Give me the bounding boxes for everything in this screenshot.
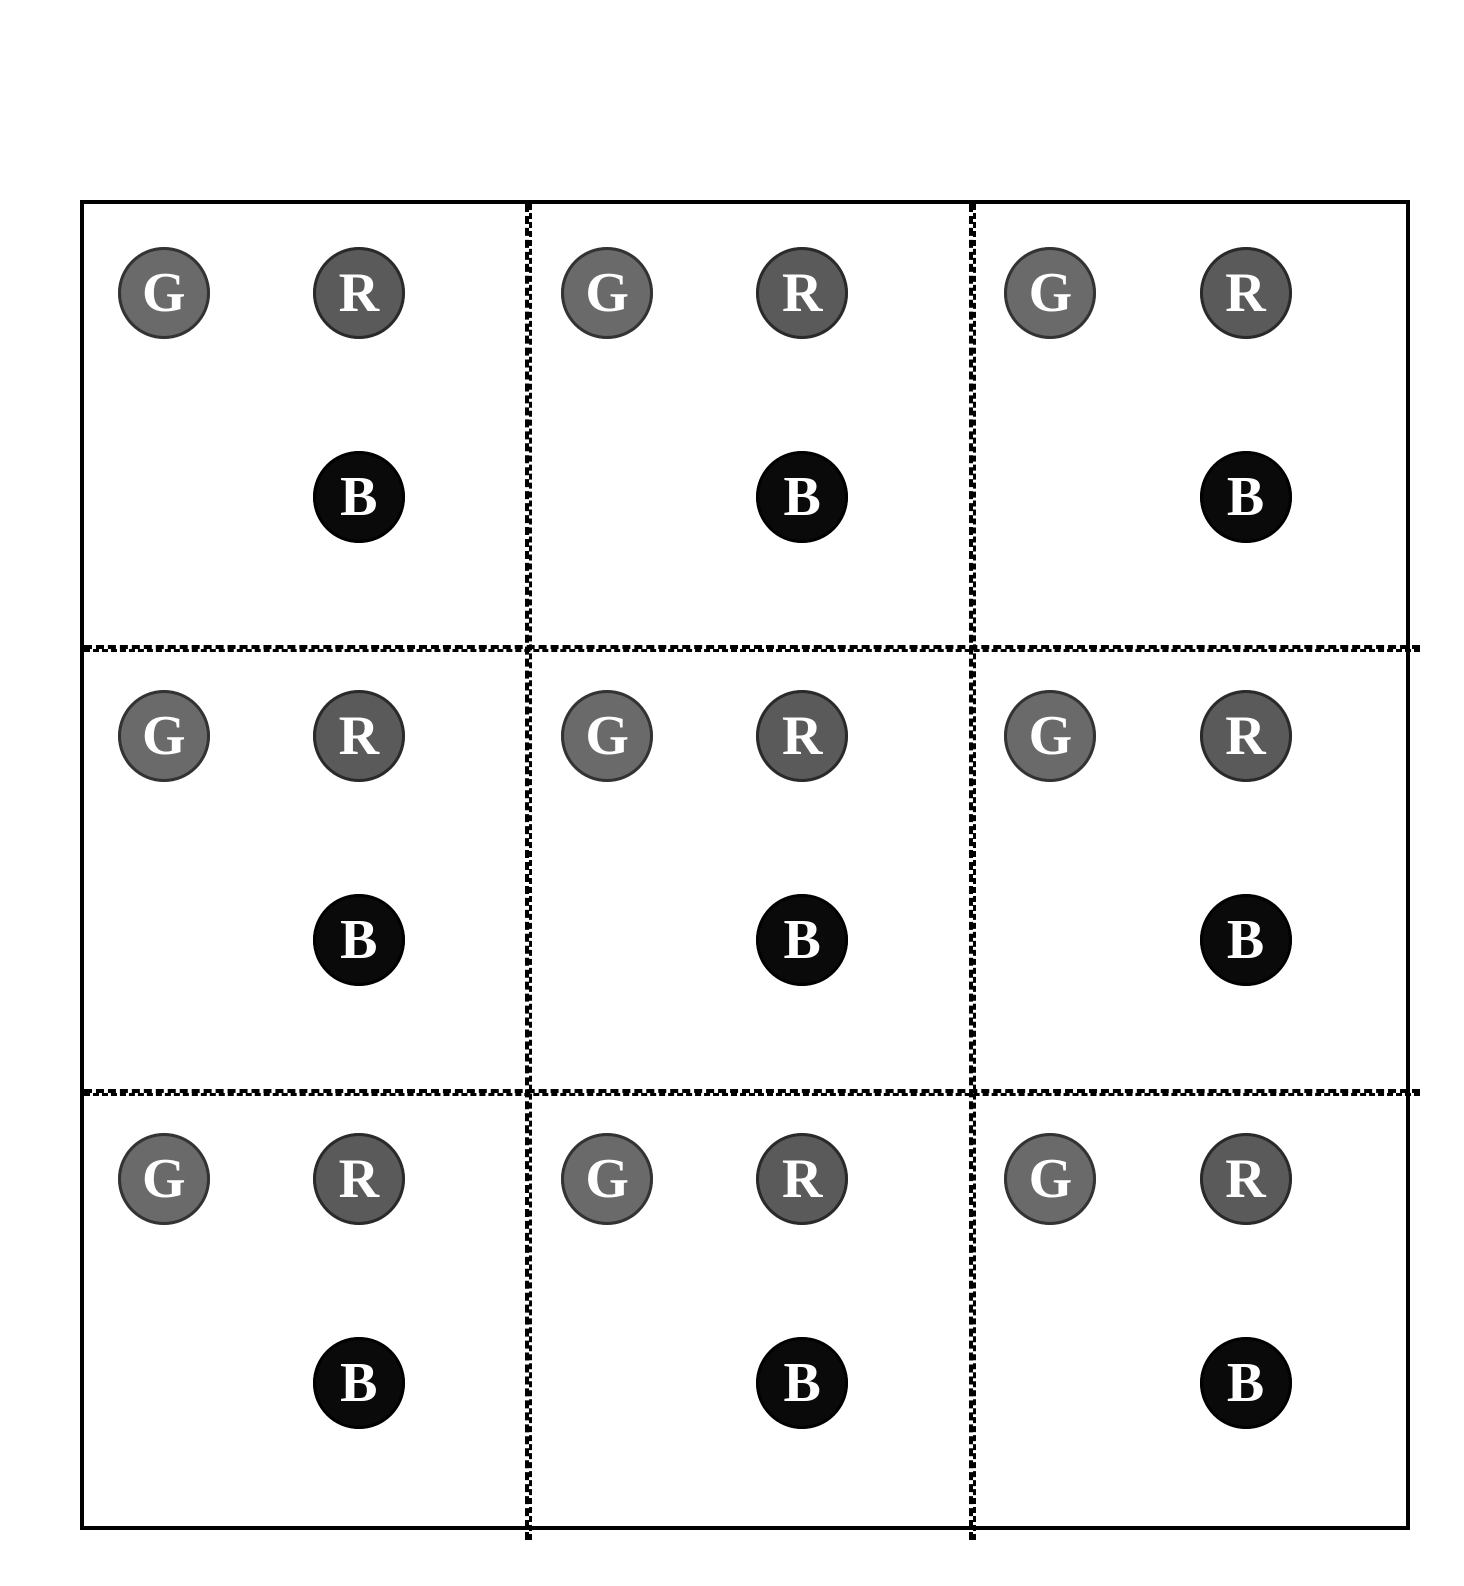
- g-subpixel: G: [561, 690, 653, 782]
- b-subpixel-label: B: [1227, 1351, 1264, 1415]
- r-subpixel: R: [1200, 247, 1292, 339]
- r-subpixel: R: [313, 690, 405, 782]
- b-subpixel: B: [313, 894, 405, 986]
- g-subpixel: G: [561, 247, 653, 339]
- b-subpixel-label: B: [784, 908, 821, 972]
- b-subpixel-label: B: [340, 1351, 377, 1415]
- b-subpixel-label: B: [784, 465, 821, 529]
- r-subpixel: R: [1200, 1133, 1292, 1225]
- g-subpixel-label: G: [585, 704, 629, 768]
- grid-vline: [969, 204, 976, 1540]
- g-subpixel-label: G: [142, 704, 186, 768]
- b-subpixel: B: [756, 451, 848, 543]
- g-subpixel: G: [118, 1133, 210, 1225]
- g-subpixel-label: G: [585, 261, 629, 325]
- r-subpixel: R: [313, 1133, 405, 1225]
- b-subpixel: B: [1200, 894, 1292, 986]
- g-subpixel: G: [561, 1133, 653, 1225]
- b-subpixel: B: [1200, 451, 1292, 543]
- b-subpixel: B: [756, 1337, 848, 1429]
- r-subpixel-label: R: [1225, 261, 1265, 325]
- grid-vline: [525, 204, 532, 1540]
- grid-hline: [84, 645, 1420, 652]
- g-subpixel-label: G: [1029, 1147, 1073, 1211]
- r-subpixel-label: R: [1225, 1147, 1265, 1211]
- r-subpixel-label: R: [1225, 704, 1265, 768]
- r-subpixel-label: R: [782, 1147, 822, 1211]
- g-subpixel-label: G: [585, 1147, 629, 1211]
- b-subpixel-label: B: [1227, 908, 1264, 972]
- g-subpixel-label: G: [1029, 704, 1073, 768]
- g-subpixel: G: [1004, 1133, 1096, 1225]
- g-subpixel: G: [118, 690, 210, 782]
- r-subpixel: R: [756, 247, 848, 339]
- b-subpixel-label: B: [340, 465, 377, 529]
- b-subpixel: B: [1200, 1337, 1292, 1429]
- grid-hline: [84, 1089, 1420, 1096]
- pixel-grid: G R B G R B G R B G R B G R B G R B G R B G R B G R B: [80, 200, 1410, 1530]
- r-subpixel: R: [756, 1133, 848, 1225]
- b-subpixel: B: [313, 451, 405, 543]
- g-subpixel-label: G: [142, 1147, 186, 1211]
- b-subpixel: B: [313, 1337, 405, 1429]
- r-subpixel-label: R: [339, 261, 379, 325]
- g-subpixel-label: G: [1029, 261, 1073, 325]
- r-subpixel-label: R: [782, 261, 822, 325]
- b-subpixel: B: [756, 894, 848, 986]
- r-subpixel-label: R: [339, 1147, 379, 1211]
- r-subpixel-label: R: [782, 704, 822, 768]
- r-subpixel: R: [1200, 690, 1292, 782]
- b-subpixel-label: B: [340, 908, 377, 972]
- g-subpixel: G: [1004, 690, 1096, 782]
- g-subpixel: G: [118, 247, 210, 339]
- page: G R B G R B G R B G R B G R B G R B G R B G R B G R B: [0, 0, 1464, 1586]
- r-subpixel-label: R: [339, 704, 379, 768]
- g-subpixel-label: G: [142, 261, 186, 325]
- b-subpixel-label: B: [784, 1351, 821, 1415]
- r-subpixel: R: [756, 690, 848, 782]
- b-subpixel-label: B: [1227, 465, 1264, 529]
- r-subpixel: R: [313, 247, 405, 339]
- g-subpixel: G: [1004, 247, 1096, 339]
